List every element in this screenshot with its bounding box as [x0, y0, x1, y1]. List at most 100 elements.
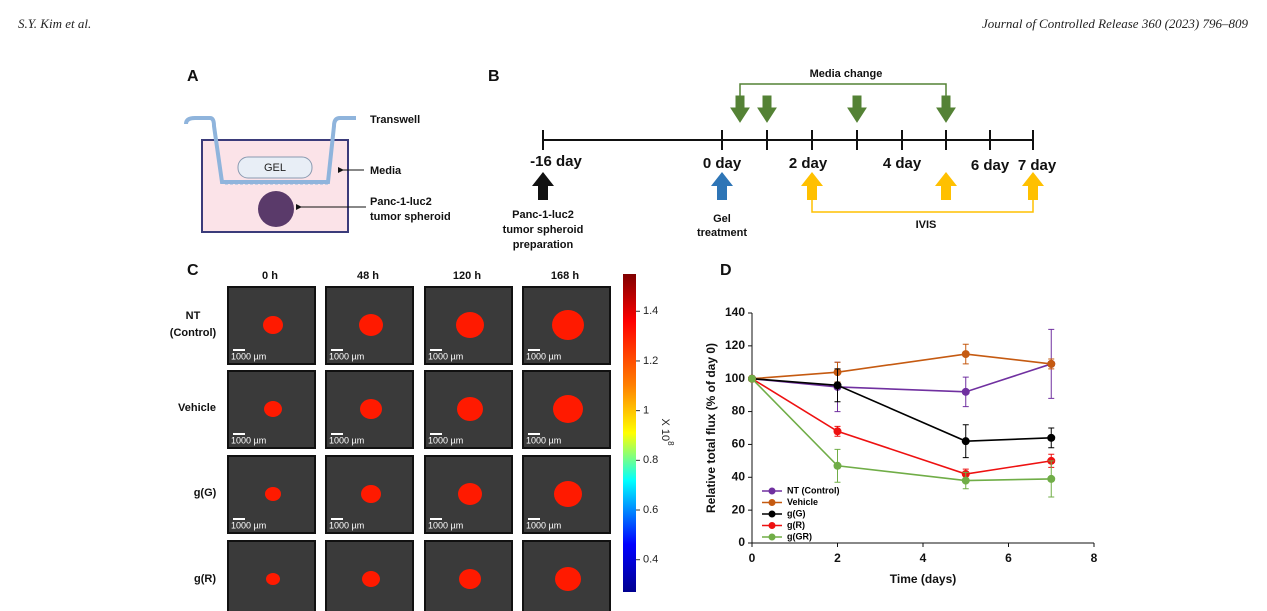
label: Transwell	[370, 114, 420, 126]
spheroid-signal	[459, 569, 481, 589]
scale-bar-label: 1000 µm	[231, 351, 266, 361]
spheroid-signal	[362, 571, 380, 587]
day-label: 0 day	[703, 155, 742, 172]
spheroid-signal	[263, 316, 283, 334]
data-point	[961, 476, 970, 485]
data-point	[1047, 359, 1056, 368]
colorbar-tick-label: 1.2	[643, 355, 658, 367]
day-label: 2 day	[789, 155, 828, 172]
spheroid-signal	[361, 485, 381, 503]
label: Panc-1-luc2	[512, 209, 574, 221]
transwell-diagram	[184, 116, 366, 233]
data-point	[1047, 474, 1056, 483]
spheroid-signal	[266, 573, 280, 585]
day-label: 6 day	[971, 157, 1010, 174]
series-line	[751, 378, 1052, 475]
y-tick-label: 100	[725, 371, 745, 385]
spheroid-signal	[456, 312, 484, 338]
author: S.Y. Kim et al.	[18, 16, 91, 31]
chart: 0 20 40 60 80 100 120 140 0 2 4 6 8 NT (Control) Vehic…	[725, 305, 1098, 565]
scale-bar-label: 1000 µm	[428, 520, 463, 530]
column-label: 120 h	[453, 270, 481, 282]
y-tick-label: 40	[732, 469, 746, 483]
label: preparation	[513, 239, 574, 251]
x-tick-label: 4	[920, 551, 927, 565]
legend-label: NT (Control)	[787, 485, 839, 495]
scale-bar-label: 1000 µm	[428, 351, 463, 361]
label: IVIS	[916, 219, 937, 231]
data-point	[748, 374, 756, 383]
colorbar-label: X 108	[659, 418, 675, 446]
spheroid-signal	[554, 481, 582, 507]
x-tick-label: 2	[834, 551, 841, 565]
day-label: 7 day	[1018, 157, 1057, 174]
day-label: -16 day	[530, 153, 582, 170]
data-point	[1047, 433, 1056, 442]
colorbar-tick-label: 0.6	[643, 504, 658, 516]
x-tick-label: 0	[749, 551, 756, 565]
spheroid-signal	[457, 397, 483, 421]
label: Panc-1-luc2	[370, 196, 432, 208]
timeline	[542, 130, 1034, 150]
column-label: 168 h	[551, 270, 579, 282]
series-line	[751, 378, 1052, 482]
series-line	[751, 353, 1052, 380]
event-arrows	[532, 172, 1044, 213]
legend-marker	[768, 510, 776, 518]
panel-label: C	[187, 262, 199, 279]
y-tick-label: 80	[732, 404, 746, 418]
label: Media change	[810, 68, 883, 80]
label: treatment	[697, 227, 747, 239]
spheroid-signal	[552, 310, 584, 340]
scale-bar-label: 1000 µm	[526, 520, 561, 530]
label: tumor spheroid	[370, 211, 451, 223]
label: Media	[370, 165, 402, 177]
y-tick-label: 20	[732, 502, 746, 516]
legend-label: g(GR)	[787, 531, 812, 541]
scale-bar-label: 1000 µm	[329, 520, 364, 530]
gel-label: GEL	[264, 162, 286, 174]
x-axis-label: Time (days)	[890, 572, 956, 586]
y-tick-label: 140	[725, 305, 745, 319]
scale-bar-label: 1000 µm	[231, 435, 266, 445]
x-tick-label: 6	[1005, 551, 1012, 565]
spheroid-signal	[555, 567, 581, 591]
journal: Journal of Controlled Release 360 (2023)…	[982, 16, 1248, 31]
data-point	[961, 387, 970, 396]
scale-bar-label: 1000 µm	[526, 351, 561, 361]
spheroid-signal	[360, 399, 382, 419]
column-label: 0 h	[262, 270, 278, 282]
legend-label: g(R)	[787, 520, 805, 530]
y-tick-label: 0	[738, 535, 745, 549]
scale-bar-label: 1000 µm	[428, 435, 463, 445]
spheroid-signal	[265, 487, 281, 501]
x-tick-label: 8	[1091, 551, 1098, 565]
data-point	[833, 381, 842, 390]
data-point	[961, 350, 970, 359]
legend-marker	[768, 487, 776, 495]
legend-marker	[768, 499, 776, 506]
legend-marker	[768, 533, 776, 541]
scale-bar-label: 1000 µm	[329, 351, 364, 361]
panel-label: A	[187, 68, 199, 85]
colorbar	[623, 274, 636, 592]
spheroid-signal	[458, 483, 482, 505]
colorbar-tick-label: 0.4	[643, 554, 658, 566]
y-tick-label: 120	[725, 338, 745, 352]
media-change-arrows	[730, 83, 956, 123]
ivis-image	[424, 540, 513, 611]
row-label: (Control)	[170, 327, 217, 339]
colorbar-axis: 0.4 0.6 0.8 1 1.2 1.4	[636, 305, 658, 566]
day-label: 4 day	[883, 155, 922, 172]
scale-bar-label: 1000 µm	[526, 435, 561, 445]
y-tick-label: 60	[732, 437, 746, 451]
colorbar-tick-label: 1	[643, 405, 649, 417]
colorbar-tick-label: 1.4	[643, 305, 658, 317]
row-label: Vehicle	[178, 402, 216, 414]
data-point	[961, 437, 970, 446]
panel-label: B	[488, 68, 500, 85]
spheroid-signal	[359, 314, 383, 336]
column-label: 48 h	[357, 270, 379, 282]
